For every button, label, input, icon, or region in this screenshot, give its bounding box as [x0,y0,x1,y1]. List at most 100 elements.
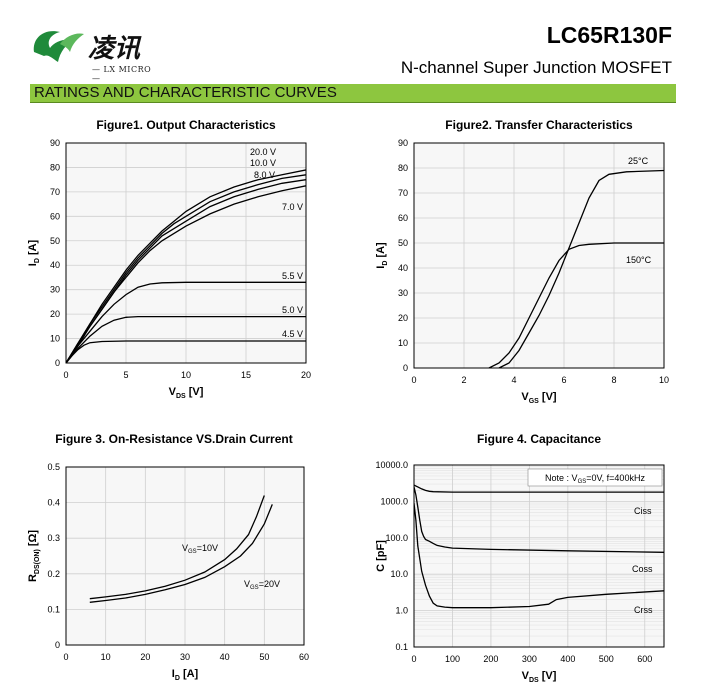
fig2-x-tick-label: 10 [659,375,669,385]
logo-english-text: — LX MICRO — [92,65,152,83]
fig1-y-tick-label: 30 [50,285,60,295]
fig1-label-4-5v: 4.5 V [282,329,303,339]
fig3-y-tick-label: 0.2 [47,569,60,579]
fig2-series-line-0 [498,169,664,368]
fig3-x-tick-label: 0 [63,652,68,662]
company-logo: 凌讯 — LX MICRO — [30,22,160,83]
fig3-x-tick-label: 40 [220,652,230,662]
fig2-y-tick-label: 0 [403,363,408,373]
fig4-y-tick-label: 1.0 [395,606,408,616]
fig3-x-tick-label: 20 [140,652,150,662]
fig2-y-tick-label: 50 [398,238,408,248]
fig3-x-tick-label: 30 [180,652,190,662]
fig4-plot-area [414,465,664,647]
lx-bird-logo-icon [33,31,84,62]
fig2-y-tick-label: 40 [398,263,408,273]
fig3-x-tick-label: 50 [259,652,269,662]
fig4-y-tick-label: 10.0 [390,569,408,579]
fig4-x-tick-label: 100 [445,654,460,664]
fig2-plot-area [414,143,664,368]
part-number: LC65R130F [546,22,672,48]
fig1-label-7v: 7.0 V [282,202,303,212]
fig3-y-tick-label: 0.3 [47,533,60,543]
fig1-y-tick-label: 10 [50,334,60,344]
fig1-x-tick-label: 15 [241,370,251,380]
fig1-label-8v: 8.0 V [254,170,275,180]
fig3-y-tick-label: 0.4 [47,498,60,508]
fig2-y-tick-label: 70 [398,188,408,198]
fig1-label-20v: 20.0 V [250,147,276,157]
fig2-x-tick-label: 8 [611,375,616,385]
fig3-y-tick-label: 0 [55,640,60,650]
fig4-note-box [527,468,663,487]
fig4-y-axis-label: C [pF] [375,540,387,572]
fig4-y-tick-label: 0.1 [395,642,408,652]
fig1-label-5v: 5.0 V [282,305,303,315]
fig2-y-tick-label: 20 [398,313,408,323]
fig3-y-tick-label: 0.5 [47,462,60,472]
fig2-x-tick-label: 4 [511,375,516,385]
section-bar: RATINGS AND CHARACTERISTIC CURVES [30,84,676,103]
fig2-y-tick-label: 30 [398,288,408,298]
fig3-label-vgs10: VGS=10V [182,543,218,555]
fig1-label-5-5v: 5.5 V [282,271,303,281]
fig1-y-axis-label: ID [A] [27,239,41,266]
fig2-label-150c: 150°C [626,255,652,265]
fig3-frame [65,466,305,646]
fig1-x-tick-label: 10 [181,370,191,380]
fig3-series-line-0 [89,495,265,600]
section-title: RATINGS AND CHARACTERISTIC CURVES [34,84,337,101]
fig4-series-line-2 [414,503,664,609]
fig3-y-axis-label: RDS(ON) [Ω] [27,530,41,582]
fig1-series-line-6 [66,340,306,363]
fig1-series-line-3 [66,185,306,363]
figure3-title: Figure 3. On-Resistance VS.Drain Current [55,432,293,446]
fig4-x-tick-label: 0 [411,654,416,664]
logo-chinese-text: 凌讯 [88,34,141,64]
fig4-label-ciss: Ciss [634,506,652,516]
fig3-x-tick-label: 60 [299,652,309,662]
fig4-x-tick-label: 400 [560,654,575,664]
fig1-y-tick-label: 0 [55,358,60,368]
fig2-y-tick-label: 60 [398,213,408,223]
fig4-label-crss: Crss [634,605,653,615]
fig4-x-axis-label: VDS [V] [522,670,557,684]
device-description: N-channel Super Junction MOSFET [400,58,672,77]
fig2-series-line-1 [488,242,664,368]
fig1-series-line-0 [66,169,306,363]
fig4-y-tick-label: 100.0 [385,533,408,543]
fig4-x-tick-label: 500 [599,654,614,664]
fig1-y-tick-label: 20 [50,309,60,319]
fig1-x-tick-label: 0 [63,370,68,380]
fig4-y-tick-label: 1000.0 [380,496,408,506]
fig1-y-tick-label: 90 [50,138,60,148]
fig1-series-line-4 [66,281,306,363]
fig2-y-axis-label: ID [A] [375,242,389,269]
fig1-y-tick-label: 50 [50,236,60,246]
fig1-series-line-5 [66,315,306,363]
fig2-y-tick-label: 90 [398,138,408,148]
fig3-label-vgs20: VGS=20V [244,579,280,591]
fig1-x-tick-label: 5 [123,370,128,380]
fig1-label-10v: 10.0 V [250,158,276,168]
fig2-y-tick-label: 10 [398,338,408,348]
fig2-frame [413,142,665,369]
fig2-x-tick-label: 6 [561,375,566,385]
fig4-x-tick-label: 600 [637,654,652,664]
figure1-title: Figure1. Output Characteristics [96,118,276,132]
fig4-series-line-1 [414,486,664,553]
fig4-x-tick-label: 200 [483,654,498,664]
fig4-y-tick-label: 10000.0 [375,460,408,470]
fig1-x-tick-label: 20 [301,370,311,380]
fig3-series-line-1 [89,504,273,603]
fig2-y-tick-label: 80 [398,163,408,173]
fig4-note-text: Note : VGS=0V, f=400kHz [545,473,645,485]
fig1-frame [65,142,307,364]
fig1-y-tick-label: 40 [50,260,60,270]
figure4-title: Figure 4. Capacitance [476,432,602,446]
fig1-y-tick-label: 70 [50,187,60,197]
figure2-title: Figure2. Transfer Characteristics [445,118,633,132]
fig2-x-tick-label: 2 [461,375,466,385]
fig1-x-axis-label: VDS [V] [169,386,204,400]
